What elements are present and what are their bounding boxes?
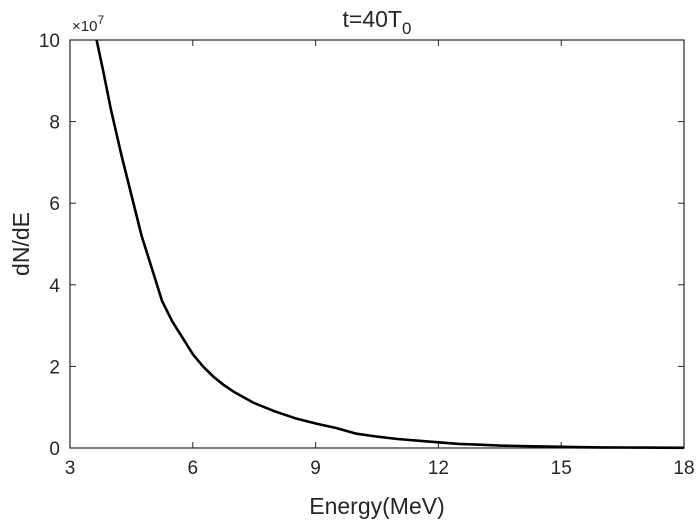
y-tick-label: 6 [49,194,60,215]
y-tick-label: 10 [39,31,60,52]
x-axis-label: Energy(MeV) [309,493,444,519]
chart-title: t=40T0 [343,6,412,38]
y-tick-label: 4 [49,276,60,297]
x-tick-label: 18 [673,458,694,479]
plot-area [69,39,685,449]
y-tick-label: 8 [49,113,60,134]
x-tick-label: 6 [188,458,199,479]
y-scale-factor: ×107 [72,13,104,35]
x-axis-ticks: 3 6 9 12 15 18 [65,40,695,479]
x-tick-label: 15 [551,458,572,479]
x-tick-label: 12 [428,458,449,479]
series-line [95,39,685,450]
x-tick-label: 9 [310,458,321,479]
y-axis-ticks: 0 2 4 6 8 10 [39,31,684,460]
y-tick-label: 2 [49,357,60,378]
y-axis-label: dN/dE [8,212,34,276]
x-tick-label: 3 [65,458,76,479]
y-tick-label: 0 [49,439,60,460]
chart-title-subscript: 0 [402,19,411,38]
